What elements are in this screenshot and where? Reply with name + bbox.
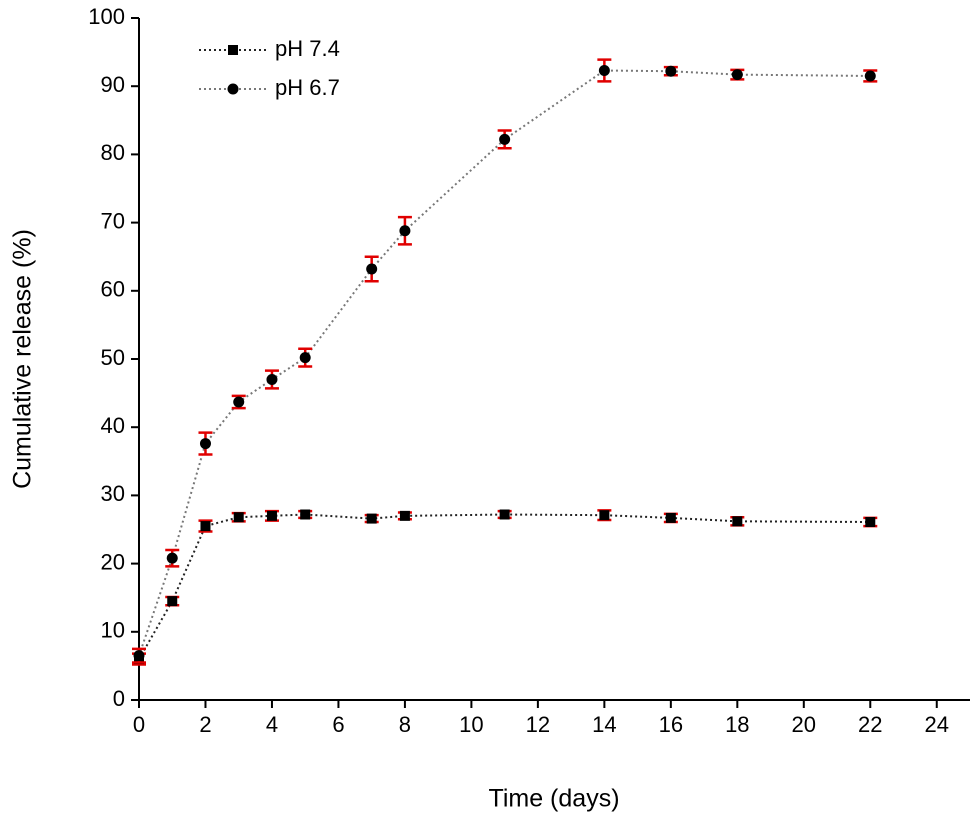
marker	[366, 513, 377, 524]
x-tick-label: 8	[399, 712, 411, 737]
marker	[233, 396, 245, 408]
marker	[732, 516, 743, 527]
x-tick-label: 20	[792, 712, 816, 737]
y-tick-label: 60	[101, 277, 125, 302]
marker	[167, 596, 178, 607]
x-tick-label: 22	[858, 712, 882, 737]
legend-marker	[228, 45, 238, 55]
marker	[665, 512, 676, 523]
marker	[166, 552, 178, 564]
x-tick-label: 0	[133, 712, 145, 737]
y-tick-label: 0	[113, 686, 125, 711]
legend-text: pH 6.7	[275, 75, 340, 100]
y-tick-label: 40	[101, 413, 125, 438]
y-tick-label: 50	[101, 345, 125, 370]
marker	[399, 225, 411, 237]
y-tick-label: 100	[88, 4, 125, 29]
series-line	[138, 69, 871, 656]
marker	[665, 65, 677, 77]
marker	[864, 70, 876, 82]
marker	[200, 521, 211, 532]
y-tick-label: 20	[101, 549, 125, 574]
x-tick-label: 12	[526, 712, 550, 737]
legend-text: pH 7.4	[275, 36, 340, 61]
marker	[499, 133, 511, 145]
marker	[266, 510, 277, 521]
marker	[399, 510, 410, 521]
y-tick-label: 90	[101, 72, 125, 97]
marker	[366, 263, 378, 275]
marker	[731, 69, 743, 81]
marker	[865, 516, 876, 527]
y-tick-label: 70	[101, 208, 125, 233]
marker	[300, 509, 311, 520]
x-axis-title: Time (days)	[488, 785, 619, 813]
y-tick-label: 10	[101, 618, 125, 643]
marker	[599, 510, 610, 521]
x-tick-label: 2	[199, 712, 211, 737]
x-tick-label: 16	[659, 712, 683, 737]
marker	[299, 352, 311, 364]
x-tick-label: 6	[332, 712, 344, 737]
legend-marker	[227, 83, 239, 95]
y-tick-label: 30	[101, 481, 125, 506]
x-tick-label: 10	[459, 712, 483, 737]
x-tick-label: 18	[725, 712, 749, 737]
y-axis-title: Cumulative release (%)	[9, 229, 37, 489]
x-tick-label: 14	[592, 712, 616, 737]
marker	[266, 373, 278, 385]
marker	[133, 650, 145, 662]
marker	[598, 65, 610, 77]
series-line	[138, 513, 871, 660]
marker	[199, 438, 211, 450]
x-tick-label: 24	[925, 712, 949, 737]
marker	[233, 512, 244, 523]
y-tick-label: 80	[101, 140, 125, 165]
marker	[499, 509, 510, 520]
x-tick-label: 4	[266, 712, 278, 737]
